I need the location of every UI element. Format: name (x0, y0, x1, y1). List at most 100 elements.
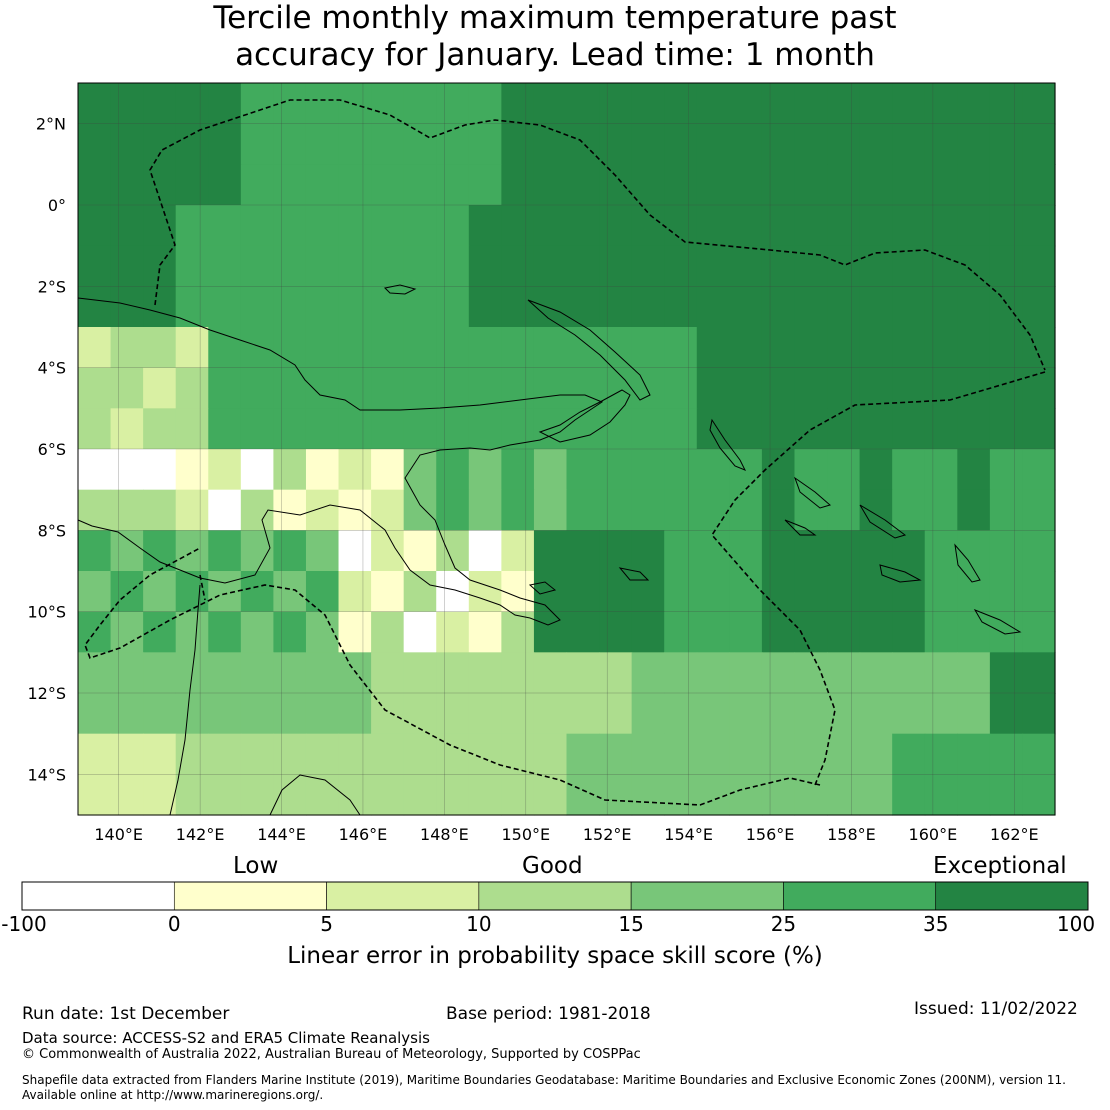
skill-cell (110, 489, 144, 531)
skill-cell (110, 408, 144, 450)
skill-cell (273, 164, 307, 206)
skill-cell (664, 611, 698, 653)
skill-cell (729, 408, 763, 450)
skill-cell (859, 571, 893, 613)
skill-cell (240, 245, 274, 287)
skill-cell (175, 449, 209, 491)
skill-cell (957, 83, 991, 125)
skill-cell (501, 733, 535, 775)
skill-cell (371, 245, 405, 287)
skill-cell (1022, 774, 1056, 816)
skill-cell (794, 611, 828, 653)
skill-cell (566, 245, 600, 287)
skill-cell (794, 489, 828, 531)
skill-cell (631, 652, 665, 694)
skill-cell (175, 530, 209, 572)
skill-cell (794, 164, 828, 206)
coastline-dentrecasteaux (528, 581, 557, 595)
skill-cell (501, 774, 535, 816)
skill-cell (468, 571, 502, 613)
skill-cell (436, 327, 470, 369)
coastlines (77, 284, 1022, 816)
lat-tick-label: 6°S (38, 440, 66, 459)
skill-cell (599, 205, 633, 247)
skill-cell (338, 571, 372, 613)
skill-cell (273, 367, 307, 409)
skill-cell (110, 367, 144, 409)
skill-cell (403, 652, 437, 694)
skill-cell (859, 774, 893, 816)
skill-cell (273, 611, 307, 653)
skill-cell (208, 367, 242, 409)
skill-cell (664, 652, 698, 694)
skill-cell (989, 286, 1024, 328)
skill-cell (533, 123, 568, 165)
skill-cell (436, 652, 470, 694)
skill-cell (403, 164, 437, 206)
skill-cell (599, 774, 633, 816)
skill-cell (78, 245, 112, 287)
skill-cell (664, 693, 698, 735)
skill-cell (989, 449, 1024, 491)
skill-cell (859, 449, 893, 491)
skill-cell (827, 327, 861, 369)
skill-cell (501, 327, 535, 369)
skill-cell (664, 489, 698, 531)
skill-cell (338, 408, 372, 450)
skill-cell (240, 367, 274, 409)
colorbar-tick-label: 35 (922, 912, 949, 936)
run-date: Run date: 1st December (22, 1004, 230, 1024)
skill-cell (208, 571, 242, 613)
skill-cell (143, 571, 177, 613)
skill-cell (599, 489, 633, 531)
skill-cell (533, 286, 568, 328)
skill-cell (78, 83, 112, 125)
skill-cell (208, 611, 242, 653)
skill-cell (468, 327, 502, 369)
skill-cell (273, 123, 307, 165)
skill-cell (468, 652, 502, 694)
skill-cell (208, 327, 242, 369)
skill-cell (859, 327, 893, 369)
skill-cell (664, 530, 698, 572)
skill-cell (273, 652, 307, 694)
skill-cell (957, 530, 991, 572)
skill-cell (599, 164, 633, 206)
skill-cell (827, 571, 861, 613)
lat-tick-label: 2°N (36, 115, 66, 134)
skill-cell (664, 123, 698, 165)
skill-cell (468, 449, 502, 491)
skill-cell (566, 449, 600, 491)
skill-cell (533, 530, 568, 572)
skill-cell (892, 164, 926, 206)
skill-cell (859, 530, 893, 572)
graticule (78, 83, 1055, 815)
skill-cell (501, 205, 535, 247)
skill-cell (924, 652, 958, 694)
skill-cell (957, 449, 991, 491)
lon-tick-label: 146°E (339, 825, 388, 844)
skill-cell (892, 774, 926, 816)
skill-cell (761, 83, 796, 125)
skill-cell (859, 83, 893, 125)
skill-cell (403, 530, 437, 572)
skill-cell (1022, 652, 1056, 694)
skill-cell (305, 571, 340, 613)
skill-cell (273, 693, 307, 735)
skill-cell (436, 611, 470, 653)
skill-cell (1022, 571, 1056, 613)
skill-cell (794, 449, 828, 491)
skill-cell (78, 571, 112, 613)
skill-cell (1022, 123, 1056, 165)
skill-cell (892, 571, 926, 613)
skill-cell (240, 733, 274, 775)
skill-cell (989, 489, 1024, 531)
skill-cell (468, 164, 502, 206)
skill-cell (501, 489, 535, 531)
skill-cell (859, 408, 893, 450)
skill-cell (761, 367, 796, 409)
skill-cell (924, 408, 958, 450)
skill-cell (273, 774, 307, 816)
skill-cell (827, 652, 861, 694)
